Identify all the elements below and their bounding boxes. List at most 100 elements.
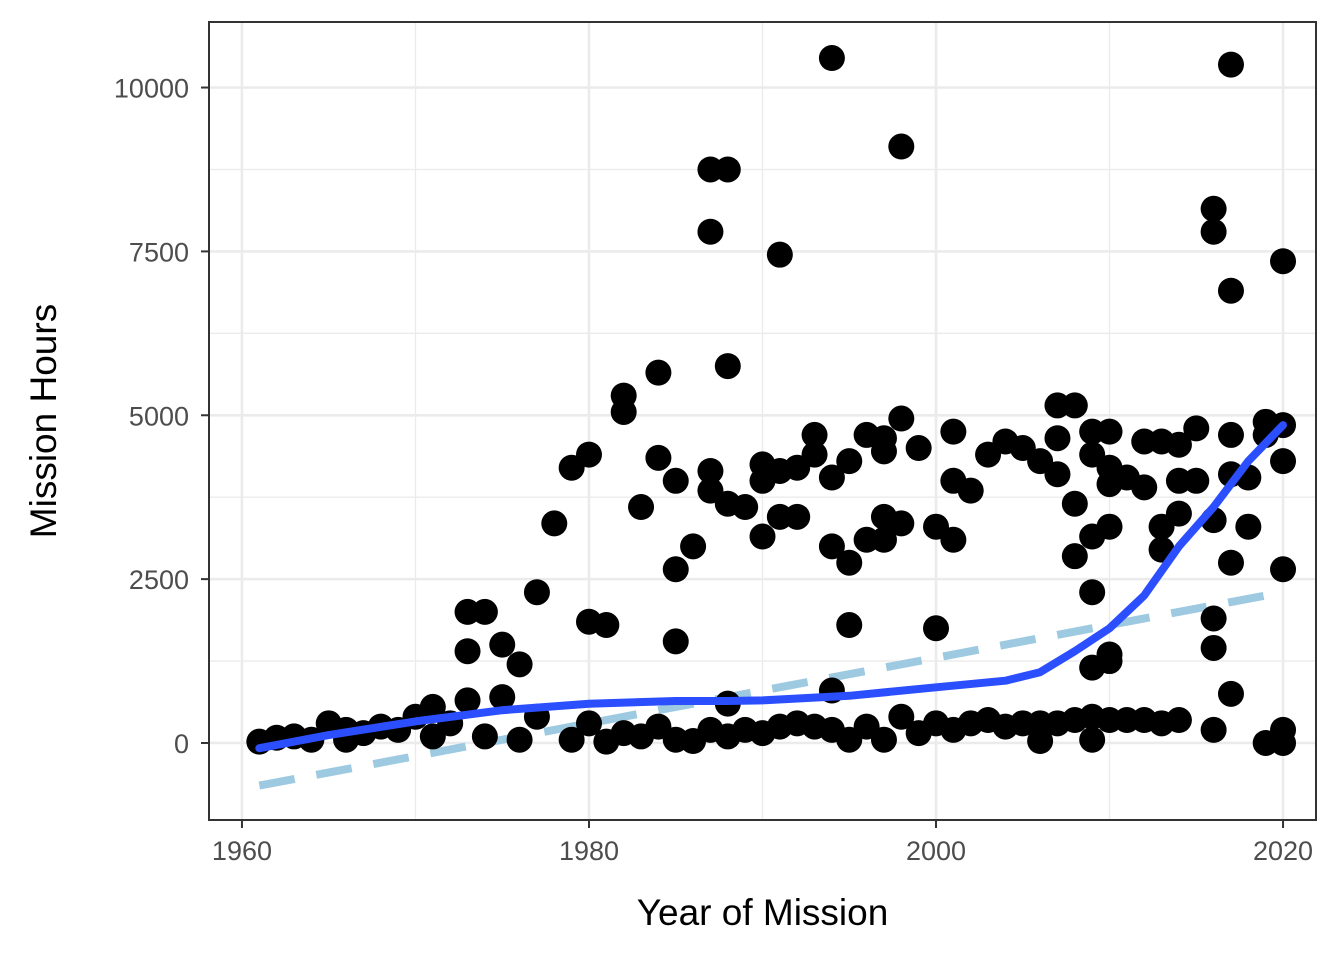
data-point [697, 218, 724, 245]
data-point [818, 533, 845, 560]
data-point [575, 710, 602, 737]
data-point [801, 421, 828, 448]
data-point [662, 556, 689, 583]
data-point [836, 549, 863, 576]
x-tick-label: 1980 [559, 836, 619, 866]
data-point [1200, 716, 1227, 743]
data-point [1096, 513, 1123, 540]
data-point [836, 612, 863, 639]
data-point [419, 693, 446, 720]
panel-border [208, 21, 1317, 821]
y-tick-label: 7500 [129, 237, 189, 267]
data-point [1270, 729, 1297, 756]
data-point [870, 726, 897, 753]
data-point [888, 703, 915, 730]
data-point [489, 631, 516, 658]
data-point [506, 726, 533, 753]
points-layer [246, 45, 1297, 756]
data-point [471, 723, 498, 750]
data-point [1061, 490, 1088, 517]
data-point [801, 441, 828, 468]
data-point [957, 477, 984, 504]
data-point [714, 156, 741, 183]
data-point [923, 615, 950, 642]
data-point [575, 441, 602, 468]
data-point [1165, 431, 1192, 458]
data-point [1096, 418, 1123, 445]
y-tick-label: 0 [174, 729, 189, 759]
data-point [749, 523, 776, 550]
data-point [1217, 421, 1244, 448]
data-point [818, 45, 845, 72]
y-tick-label: 5000 [129, 401, 189, 431]
data-point [1079, 579, 1106, 606]
data-point [1217, 549, 1244, 576]
data-point [1096, 648, 1123, 675]
data-point [1131, 474, 1158, 501]
data-point [645, 444, 672, 471]
data-point [1200, 634, 1227, 661]
data-point [1061, 392, 1088, 419]
data-point [732, 494, 759, 521]
x-axis-title: Year of Mission [637, 892, 889, 933]
data-point [1217, 51, 1244, 78]
data-point [1200, 218, 1227, 245]
data-point [905, 435, 932, 462]
x-tick-label: 1960 [212, 836, 272, 866]
data-point [680, 533, 707, 560]
data-point [489, 684, 516, 711]
data-point [766, 241, 793, 268]
data-point [1270, 248, 1297, 275]
data-point [1200, 605, 1227, 632]
y-tick-label: 2500 [129, 565, 189, 595]
data-point [593, 612, 620, 639]
data-point [870, 438, 897, 465]
data-point [1183, 467, 1210, 494]
data-point [506, 651, 533, 678]
smooth-fit-layer [255, 421, 1287, 753]
data-point [888, 133, 915, 160]
data-point [541, 510, 568, 537]
data-point [1270, 448, 1297, 475]
x-tick-label: 2000 [906, 836, 966, 866]
x-axis-ticks: 1960 1980 2000 2020 [212, 820, 1313, 866]
data-point [1079, 726, 1106, 753]
y-axis-ticks: 0 2500 5000 7500 10000 [114, 74, 209, 759]
data-point [1217, 277, 1244, 304]
data-point [1217, 680, 1244, 707]
data-point [1200, 195, 1227, 222]
y-axis-title: Mission Hours [23, 304, 64, 538]
data-point [818, 464, 845, 491]
smooth-fit-line [255, 421, 1287, 753]
data-point [1044, 461, 1071, 488]
data-point [454, 638, 481, 665]
y-tick-label: 10000 [114, 74, 189, 104]
data-point [784, 503, 811, 530]
data-point [1165, 500, 1192, 527]
data-point [697, 457, 724, 484]
data-point [1270, 556, 1297, 583]
data-point [645, 359, 672, 386]
data-point [888, 510, 915, 537]
data-point [1183, 415, 1210, 442]
data-point [523, 579, 550, 606]
data-point [454, 687, 481, 714]
data-point [1235, 513, 1262, 540]
data-point [836, 448, 863, 475]
data-point [940, 526, 967, 553]
data-point [1165, 707, 1192, 734]
data-point [628, 494, 655, 521]
data-point [558, 726, 585, 753]
data-point [1061, 543, 1088, 570]
data-point [471, 598, 498, 625]
data-point [662, 628, 689, 655]
data-point [940, 418, 967, 445]
data-point [714, 353, 741, 380]
data-point [888, 405, 915, 432]
data-point [662, 467, 689, 494]
data-point [870, 526, 897, 553]
x-tick-label: 2020 [1253, 836, 1313, 866]
data-point [610, 398, 637, 425]
data-point [1044, 425, 1071, 452]
